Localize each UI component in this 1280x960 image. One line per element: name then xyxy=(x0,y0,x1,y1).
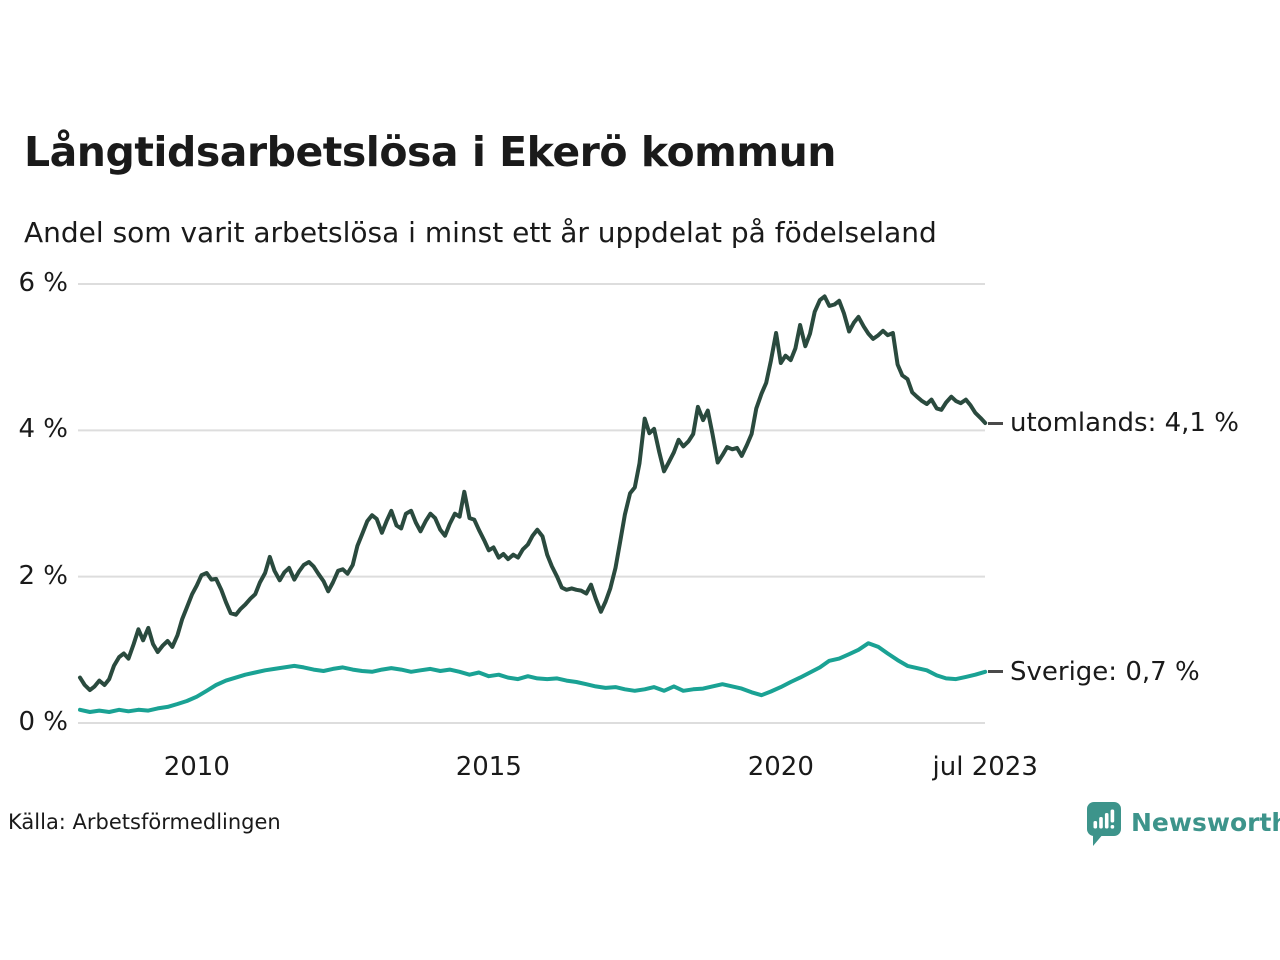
y-axis-tick-label: 6 % xyxy=(18,267,68,298)
newsworthy-brand: Newsworthy xyxy=(1086,801,1280,847)
series-line-Sverige xyxy=(78,641,988,714)
series-end-label-text: Sverige: 0,7 % xyxy=(1010,656,1200,687)
series-end-label-text: utomlands: 4,1 % xyxy=(1010,408,1239,438)
x-axis-tick-label: 2015 xyxy=(455,752,522,782)
series-end-label-utomlands: utomlands: 4,1 % xyxy=(988,408,1239,438)
newsworthy-chart-bubble-icon xyxy=(1087,802,1121,846)
x-axis-tick-label: 2010 xyxy=(163,752,230,782)
series-line-utomlands xyxy=(78,294,988,693)
label-leader-dash xyxy=(988,670,1003,674)
x-axis-tick-label: 2020 xyxy=(747,752,814,782)
chart-subtitle: Andel som varit arbetslösa i minst ett å… xyxy=(24,216,937,249)
label-leader-dash xyxy=(988,421,1003,425)
x-axis-tick-label: jul 2023 xyxy=(932,752,1038,782)
y-axis-tick-label: 0 % xyxy=(18,706,68,737)
y-axis-tick-label: 2 % xyxy=(18,560,68,591)
source-note: Källa: Arbetsförmedlingen xyxy=(8,810,281,834)
y-axis-tick-label: 4 % xyxy=(18,414,68,445)
series-end-label-Sverige: Sverige: 0,7 % xyxy=(988,657,1200,687)
newsworthy-wordmark: Newsworthy xyxy=(1131,808,1280,837)
chart-title: Långtidsarbetslösa i Ekerö kommun xyxy=(24,128,836,176)
